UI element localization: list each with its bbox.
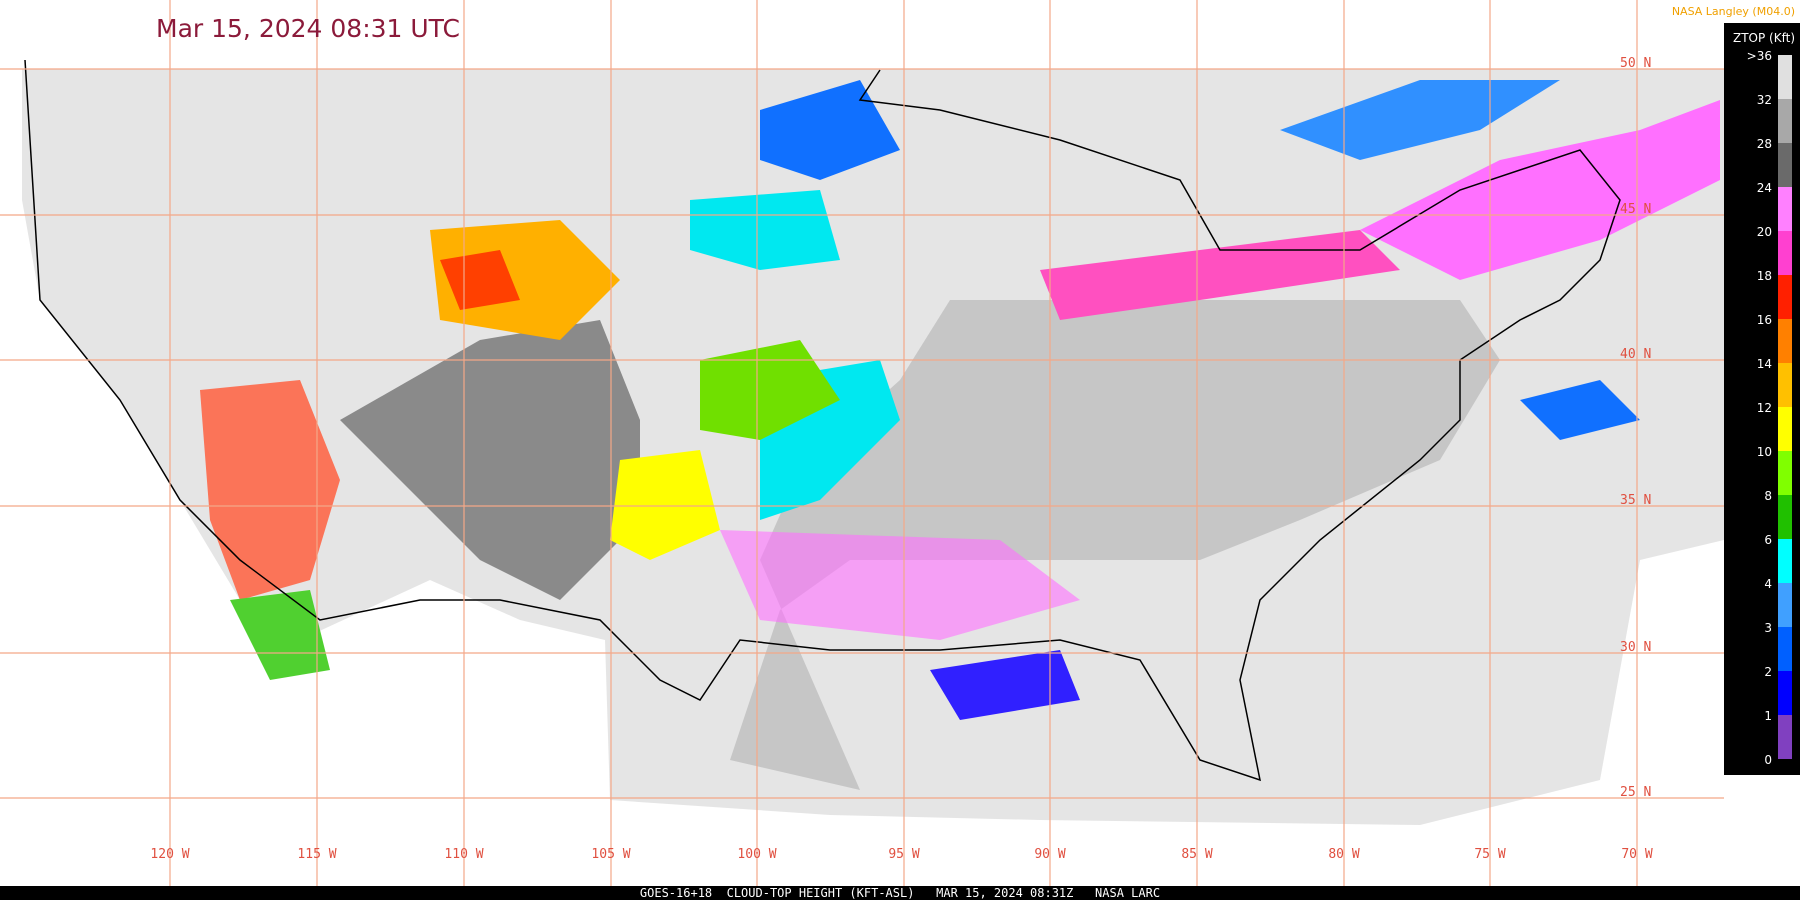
longitude-label: 120 W <box>150 847 189 862</box>
legend-label: 2 <box>1764 665 1772 679</box>
longitude-label: 90 W <box>1034 847 1065 862</box>
legend-swatch <box>1778 671 1792 715</box>
legend-swatch <box>1778 187 1792 231</box>
legend-label: 4 <box>1764 577 1772 591</box>
legend-label: >36 <box>1747 49 1772 63</box>
pink-band <box>1360 100 1720 280</box>
longitude-label: 105 W <box>591 847 630 862</box>
legend-swatch <box>1778 539 1792 583</box>
red-patch <box>200 380 340 600</box>
legend-swatch <box>1778 495 1792 539</box>
credit: NASA Langley (M04.0) <box>1672 5 1795 18</box>
legend-label: 6 <box>1764 533 1772 547</box>
legend-label: 14 <box>1757 357 1772 371</box>
longitude-label: 70 W <box>1621 847 1652 862</box>
legend-label: 20 <box>1757 225 1772 239</box>
timestamp: Mar 15, 2024 08:31 UTC <box>156 14 460 43</box>
legend-swatch <box>1778 55 1792 99</box>
orange-patch <box>430 220 620 340</box>
legend-swatch <box>1778 627 1792 671</box>
latitude-label: 50 N <box>1620 56 1651 71</box>
legend-label: 12 <box>1757 401 1772 415</box>
longitude-label: 85 W <box>1181 847 1212 862</box>
longitude-label: 115 W <box>297 847 336 862</box>
legend-swatch <box>1778 715 1792 759</box>
legend-label: 8 <box>1764 489 1772 503</box>
legend-swatch <box>1778 143 1792 187</box>
legend-swatch <box>1778 319 1792 363</box>
latitude-label: 25 N <box>1620 785 1651 800</box>
blue-patch <box>1520 380 1640 440</box>
legend-title: ZTOP (Kft) <box>1733 31 1795 45</box>
yellow-patch <box>610 450 720 560</box>
legend-swatch <box>1778 451 1792 495</box>
latitude-label: 35 N <box>1620 493 1651 508</box>
legend-label: 32 <box>1757 93 1772 107</box>
footer-bar <box>0 886 1800 900</box>
cloud-field <box>22 69 1724 825</box>
graticule: 50 N 45 N 40 N 35 N 30 N 25 N 120 W 115 W 110 W 1… <box>0 0 1724 886</box>
latitude-label: 30 N <box>1620 640 1651 655</box>
longitude-label: 100 W <box>737 847 776 862</box>
legend-label: 0 <box>1764 753 1772 767</box>
red-patch <box>440 250 520 310</box>
longitude-label: 110 W <box>444 847 483 862</box>
low-cloud-deck <box>730 300 1500 790</box>
legend-swatch <box>1778 583 1792 627</box>
longitude-label: 80 W <box>1328 847 1359 862</box>
cyan-patch <box>690 190 840 270</box>
latitude-label: 40 N <box>1620 347 1651 362</box>
footer-text: GOES-16+18 CLOUD-TOP HEIGHT (KFT-ASL) MA… <box>640 886 1160 900</box>
pink-band <box>720 530 1080 640</box>
legend-label: 28 <box>1757 137 1772 151</box>
legend-swatch <box>1778 363 1792 407</box>
legend-label: 10 <box>1757 445 1772 459</box>
blue-patch <box>930 650 1080 720</box>
longitude-label: 95 W <box>888 847 919 862</box>
legend-swatch <box>1778 275 1792 319</box>
legend-label: 16 <box>1757 313 1772 327</box>
high-cloud-gray <box>340 320 640 600</box>
legend-swatch <box>1778 231 1792 275</box>
longitude-label: 75 W <box>1474 847 1505 862</box>
legend-label: 3 <box>1764 621 1772 635</box>
latitude-label: 45 N <box>1620 202 1651 217</box>
green-patch <box>700 340 840 440</box>
legend-label: 18 <box>1757 269 1772 283</box>
coastline <box>24 59 1621 782</box>
legend-swatch <box>1778 99 1792 143</box>
magenta-band <box>1040 230 1400 320</box>
green-patch <box>230 590 330 680</box>
legend-label: 1 <box>1764 709 1772 723</box>
legend-label: 24 <box>1757 181 1772 195</box>
blue-patch <box>760 80 900 180</box>
legend-swatch <box>1778 407 1792 451</box>
